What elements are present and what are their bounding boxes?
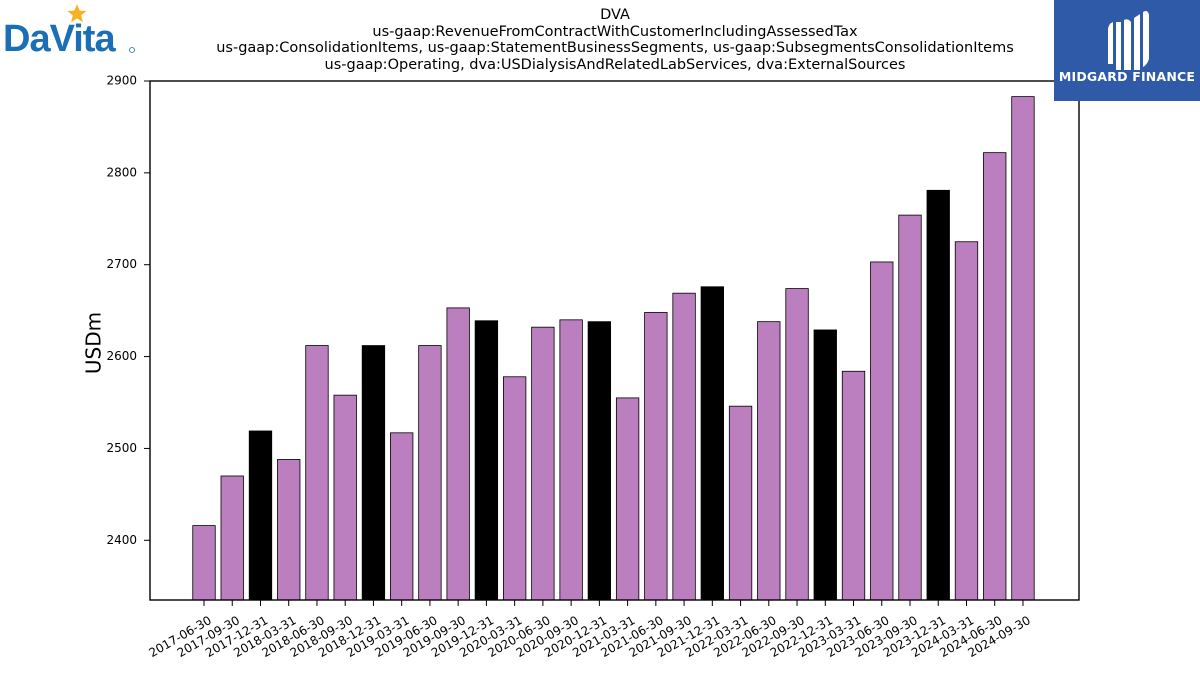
bar-2021-03-31	[615, 397, 640, 601]
title-line-axes: us-gaap:ConsolidationItems, us-gaap:Stat…	[216, 40, 1014, 57]
bar-2023-03-31	[841, 370, 866, 601]
bar-2024-06-30	[983, 152, 1007, 601]
bar-2023-09-30	[898, 214, 922, 601]
midgard-finance-logo: MIDGARD FINANCE	[1054, 0, 1200, 101]
bar-2022-09-30	[785, 288, 809, 601]
bar-2021-06-30	[644, 312, 668, 601]
star-icon	[67, 4, 87, 23]
y-tick-label: 2600	[106, 349, 137, 363]
title-line-concept: us-gaap:RevenueFromContractWithCustomerI…	[372, 23, 858, 40]
bar-2022-03-31	[728, 405, 753, 601]
bar-2017-06-30	[192, 525, 216, 601]
bar-2023-12-31	[926, 189, 950, 601]
plot-frame	[149, 80, 1080, 601]
bar-2019-06-30	[418, 345, 442, 601]
y-tick-label: 2800	[106, 165, 137, 179]
bar-2019-12-31	[474, 320, 499, 601]
y-tick-label: 2700	[106, 257, 137, 271]
midgard-emblem-icon	[1108, 11, 1149, 70]
y-axis-label: USDm	[82, 312, 106, 374]
bar-2018-09-30	[333, 394, 357, 601]
x-axis: 2017-06-302017-09-302017-12-312018-03-31…	[146, 600, 1033, 660]
bar-2018-06-30	[305, 345, 329, 601]
bar-2020-09-30	[559, 319, 583, 601]
y-tick-label: 2900	[106, 74, 137, 88]
bar-2017-09-30	[220, 475, 244, 601]
bar-2020-03-31	[502, 376, 527, 601]
bar-2022-06-30	[757, 321, 781, 601]
y-tick-label: 2500	[106, 441, 137, 455]
davita-logo: DaVita	[3, 4, 135, 60]
y-axis: 2400 2500 2600 2700 2800 2900	[106, 74, 150, 547]
davita-logo-text: DaVita	[3, 18, 116, 60]
bar-2023-06-30	[870, 261, 894, 601]
bar-2022-12-31	[813, 329, 837, 601]
bar-2021-12-31	[700, 286, 724, 601]
bar-2017-12-31	[248, 430, 273, 601]
bar-series	[192, 96, 1035, 601]
bar-2024-09-30	[1011, 96, 1035, 601]
bar-2018-03-31	[277, 459, 301, 601]
bar-2020-12-31	[587, 321, 612, 601]
chart-title: DVA us-gaap:RevenueFromContractWithCusto…	[150, 7, 1080, 73]
bar-2021-09-30	[672, 292, 696, 601]
title-line-ticker: DVA	[600, 7, 630, 23]
title-line-members: us-gaap:Operating, dva:USDialysisAndRela…	[324, 56, 906, 73]
registered-mark-icon	[129, 47, 135, 53]
bar-2024-03-31	[954, 241, 979, 601]
midgard-logo-text: MIDGARD FINANCE	[1058, 69, 1196, 84]
bar-2019-03-31	[390, 432, 414, 601]
bar-2019-09-30	[446, 307, 470, 601]
y-tick-label: 2400	[106, 533, 137, 547]
bar-2020-06-30	[531, 326, 555, 601]
bar-2018-12-31	[361, 345, 386, 601]
